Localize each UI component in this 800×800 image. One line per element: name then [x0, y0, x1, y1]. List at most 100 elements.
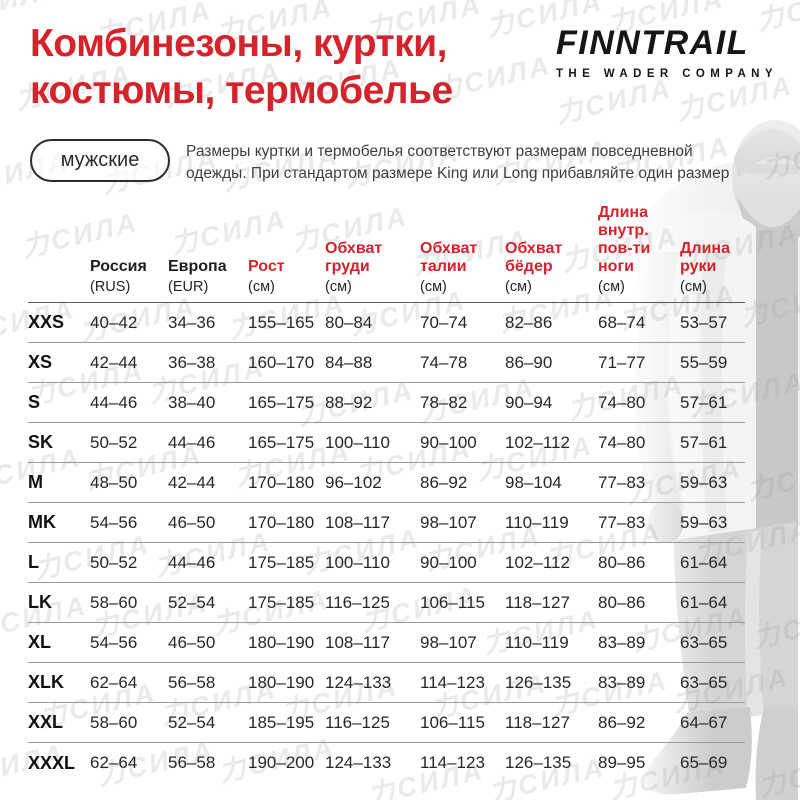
table-cell: 44–46 [168, 552, 216, 572]
table-cell: 86–92 [420, 472, 468, 492]
table-cell: 46–50 [168, 632, 216, 652]
table-cell: 61–64 [680, 592, 728, 612]
column-header-rus: Россия (RUS) [90, 258, 147, 295]
size-label: XL [28, 632, 52, 652]
table-cell: 40–42 [90, 312, 138, 332]
column-header-height: Рост (см) [248, 258, 285, 295]
table-cell: 48–50 [90, 472, 138, 492]
table-cell: 68–74 [598, 312, 646, 332]
page-title-line1: Комбинезоны, куртки, [30, 22, 447, 65]
table-cell: 170–180 [248, 512, 315, 532]
column-header-size [28, 292, 90, 295]
table-cell: 46–50 [168, 512, 216, 532]
photo-fade-overlay [608, 52, 800, 800]
table-cell: 110–119 [505, 512, 569, 532]
table-cell: 110–119 [505, 632, 569, 652]
table-cell: 102–112 [505, 552, 570, 572]
size-label: S [28, 392, 41, 412]
table-cell: 118–127 [505, 592, 570, 612]
table-cell: 52–54 [168, 712, 216, 732]
size-note-line1: Размеры куртки и термобелья соответствую… [186, 143, 693, 160]
table-cell: 124–133 [325, 672, 392, 692]
table-cell: 108–117 [325, 512, 390, 532]
table-cell: 77–83 [598, 512, 646, 532]
table-row: M 48–50 42–44 170–180 96–102 86–92 98–104 77–83… [28, 463, 745, 503]
table-cell: 84–88 [325, 352, 373, 372]
size-note-line2: одежды. При стандартом размере King или … [186, 164, 730, 182]
table-cell: 118–127 [505, 712, 570, 732]
size-label: XXL [28, 712, 64, 732]
table-cell: 80–84 [325, 312, 373, 332]
table-cell: 50–52 [90, 432, 138, 452]
table-cell: 54–56 [90, 512, 138, 532]
size-label: M [28, 472, 43, 492]
table-cell: 65–69 [680, 753, 728, 772]
table-cell: 80–86 [598, 552, 646, 572]
table-row: XXS 40–42 34–36 155–165 80–84 70–74 82–86 68–74… [28, 303, 745, 343]
page-title-line2: костюмы, термобелье [30, 69, 453, 112]
table-cell: 80–86 [598, 592, 646, 612]
table-cell: 86–92 [598, 712, 646, 732]
table-cell: 44–46 [168, 432, 216, 452]
brand-block: FINNTRAIL THE WADER COMPANY [556, 24, 796, 80]
table-cell: 116–125 [325, 712, 390, 732]
table-cell: 96–102 [325, 472, 382, 492]
table-cell: 155–165 [248, 312, 315, 332]
table-row: XS 42–44 36–38 160–170 84–88 74–78 86–90 71–77 5… [28, 343, 745, 383]
table-cell: 126–135 [505, 753, 572, 772]
column-header-inseam: Длина внутр. пов-ти ноги (см) [598, 204, 651, 295]
table-cell: 74–80 [598, 432, 646, 452]
table-cell: 165–175 [248, 432, 315, 452]
table-cell: 34–36 [168, 312, 216, 332]
table-cell: 61–64 [680, 552, 728, 572]
size-label: XXS [28, 312, 65, 332]
table-cell: 77–83 [598, 472, 646, 492]
table-cell: 62–64 [90, 672, 138, 692]
table-cell: 108–117 [325, 632, 390, 652]
table-cell: 175–185 [248, 552, 315, 572]
model-photo [608, 52, 800, 800]
column-header-eur: Европа (EUR) [168, 258, 227, 295]
table-cell: 64–67 [680, 712, 728, 732]
size-label: L [28, 552, 39, 572]
table-cell: 124–133 [325, 753, 392, 772]
table-cell: 83–89 [598, 672, 646, 692]
table-cell: 58–60 [90, 712, 138, 732]
table-cell: 55–59 [680, 352, 728, 372]
table-row: L 50–52 44–46 175–185 100–110 90–100 102–112 80… [28, 543, 745, 583]
size-note: Размеры куртки и термобелья соответствую… [186, 141, 758, 184]
table-cell: 74–78 [420, 352, 468, 372]
table-row: S 44–46 38–40 165–175 88–92 78–82 90–94 74–80 57… [28, 383, 745, 423]
size-label: LK [28, 592, 52, 612]
table-cell: 126–135 [505, 672, 572, 692]
table-cell: 90–94 [505, 392, 553, 412]
table-cell: 58–60 [90, 592, 138, 612]
size-label: SK [28, 432, 54, 452]
table-cell: 63–65 [680, 632, 728, 652]
table-cell: 57–61 [680, 392, 728, 412]
table-cell: 180–190 [248, 672, 315, 692]
table-cell: 86–90 [505, 352, 553, 372]
table-cell: 114–123 [420, 672, 485, 692]
table-cell: 160–170 [248, 352, 315, 372]
table-row: XL 54–56 46–50 180–190 108–117 98–107 110–119 8… [28, 623, 745, 663]
gender-badge: мужские [30, 139, 170, 182]
table-cell: 59–63 [680, 512, 728, 532]
table-row: XXXL 62–64 56–58 190–200 124–133 114–123 126–1… [28, 743, 745, 783]
table-row: XLK 62–64 56–58 180–190 124–133 114–123 126–13… [28, 663, 745, 703]
table-cell: 83–89 [598, 632, 646, 652]
size-label: XLK [28, 672, 64, 692]
table-cell: 63–65 [680, 672, 728, 692]
table-cell: 44–46 [90, 392, 138, 412]
column-header-waist: Обхват талии (см) [420, 240, 478, 295]
table-cell: 106–115 [420, 592, 485, 612]
table-cell: 170–180 [248, 472, 315, 492]
table-cell: 57–61 [680, 432, 728, 452]
size-label: XXXL [28, 752, 76, 773]
size-label: XS [28, 352, 53, 372]
table-cell: 50–52 [90, 552, 138, 572]
table-cell: 100–110 [325, 432, 390, 452]
table-row: LK 58–60 52–54 175–185 116–125 106–115 118–127… [28, 583, 745, 623]
size-table: Россия (RUS) Европа (EUR) Рост (см) Обхват гру… [28, 204, 745, 783]
table-cell: 98–107 [420, 512, 477, 532]
